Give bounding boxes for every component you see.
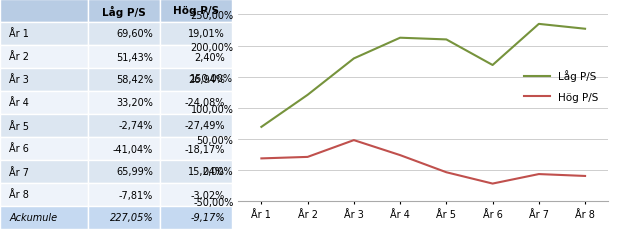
Text: År 8: År 8 [9, 190, 29, 200]
Bar [88, 92, 160, 114]
Bar [0, 137, 88, 160]
Bar [88, 160, 160, 183]
Text: 33,20%: 33,20% [116, 98, 153, 108]
Text: 65,99%: 65,99% [116, 167, 153, 177]
Text: Ackumule: Ackumule [9, 213, 58, 223]
Låg P/S [258, 126, 265, 129]
Bar [0, 114, 88, 137]
Bar [0, 69, 88, 92]
Text: -7,81%: -7,81% [119, 190, 153, 200]
Bar [0, 206, 88, 229]
Låg P/S [350, 58, 357, 60]
Bar [88, 23, 160, 46]
Bar [88, 183, 160, 206]
Text: 19,01%: 19,01% [188, 29, 225, 39]
Bar [88, 206, 160, 229]
Text: År 7: År 7 [9, 167, 29, 177]
Hög P/S [396, 154, 404, 157]
Bar [160, 160, 232, 183]
Hög P/S [581, 175, 589, 177]
Låg P/S [489, 64, 497, 67]
Text: 69,60%: 69,60% [117, 29, 153, 39]
Text: 51,43%: 51,43% [116, 52, 153, 62]
Bar [0, 46, 88, 69]
Hög P/S [304, 156, 312, 159]
Text: År 1: År 1 [9, 29, 29, 39]
Text: 15,24%: 15,24% [188, 167, 225, 177]
Text: År 2: År 2 [9, 52, 29, 62]
Text: -3,02%: -3,02% [191, 190, 225, 200]
Text: -18,17%: -18,17% [185, 144, 225, 154]
Text: År 4: År 4 [9, 98, 29, 108]
Låg P/S [535, 23, 542, 26]
Bar [0, 92, 88, 114]
Text: -41,04%: -41,04% [113, 144, 153, 154]
Text: År 5: År 5 [9, 121, 29, 131]
Bar [160, 137, 232, 160]
Bar [88, 69, 160, 92]
Legend: Låg P/S, Hög P/S: Låg P/S, Hög P/S [520, 66, 603, 106]
Text: Hög P/S: Hög P/S [173, 6, 219, 16]
Bar [0, 160, 88, 183]
Bar [0, 0, 88, 23]
Hög P/S [350, 139, 357, 142]
Bar [0, 183, 88, 206]
Hög P/S [258, 157, 265, 160]
Låg P/S [581, 28, 589, 31]
Text: Låg P/S: Låg P/S [102, 5, 146, 17]
Bar [160, 46, 232, 69]
Text: 227,05%: 227,05% [110, 213, 153, 223]
Bar [160, 0, 232, 23]
Bar [160, 69, 232, 92]
Låg P/S [304, 94, 312, 97]
Bar [88, 0, 160, 23]
Bar [160, 23, 232, 46]
Bar [0, 23, 88, 46]
Hög P/S [489, 182, 497, 185]
Text: -9,17%: -9,17% [191, 213, 225, 223]
Text: -27,49%: -27,49% [184, 121, 225, 131]
Text: 2,40%: 2,40% [194, 52, 225, 62]
Bar [88, 114, 160, 137]
Låg P/S [396, 37, 404, 40]
Text: 26,94%: 26,94% [188, 75, 225, 85]
Bar [160, 183, 232, 206]
Låg P/S [443, 39, 450, 42]
Bar [160, 92, 232, 114]
Line: Hög P/S: Hög P/S [261, 141, 585, 184]
Text: 58,42%: 58,42% [116, 75, 153, 85]
Text: År 3: År 3 [9, 75, 29, 85]
Line: Låg P/S: Låg P/S [261, 25, 585, 127]
Bar [160, 206, 232, 229]
Bar [88, 46, 160, 69]
Hög P/S [443, 171, 450, 174]
Hög P/S [535, 173, 542, 176]
Text: År 6: År 6 [9, 144, 29, 154]
Bar [88, 137, 160, 160]
Bar [160, 114, 232, 137]
Text: -2,74%: -2,74% [119, 121, 153, 131]
Text: -24,08%: -24,08% [185, 98, 225, 108]
